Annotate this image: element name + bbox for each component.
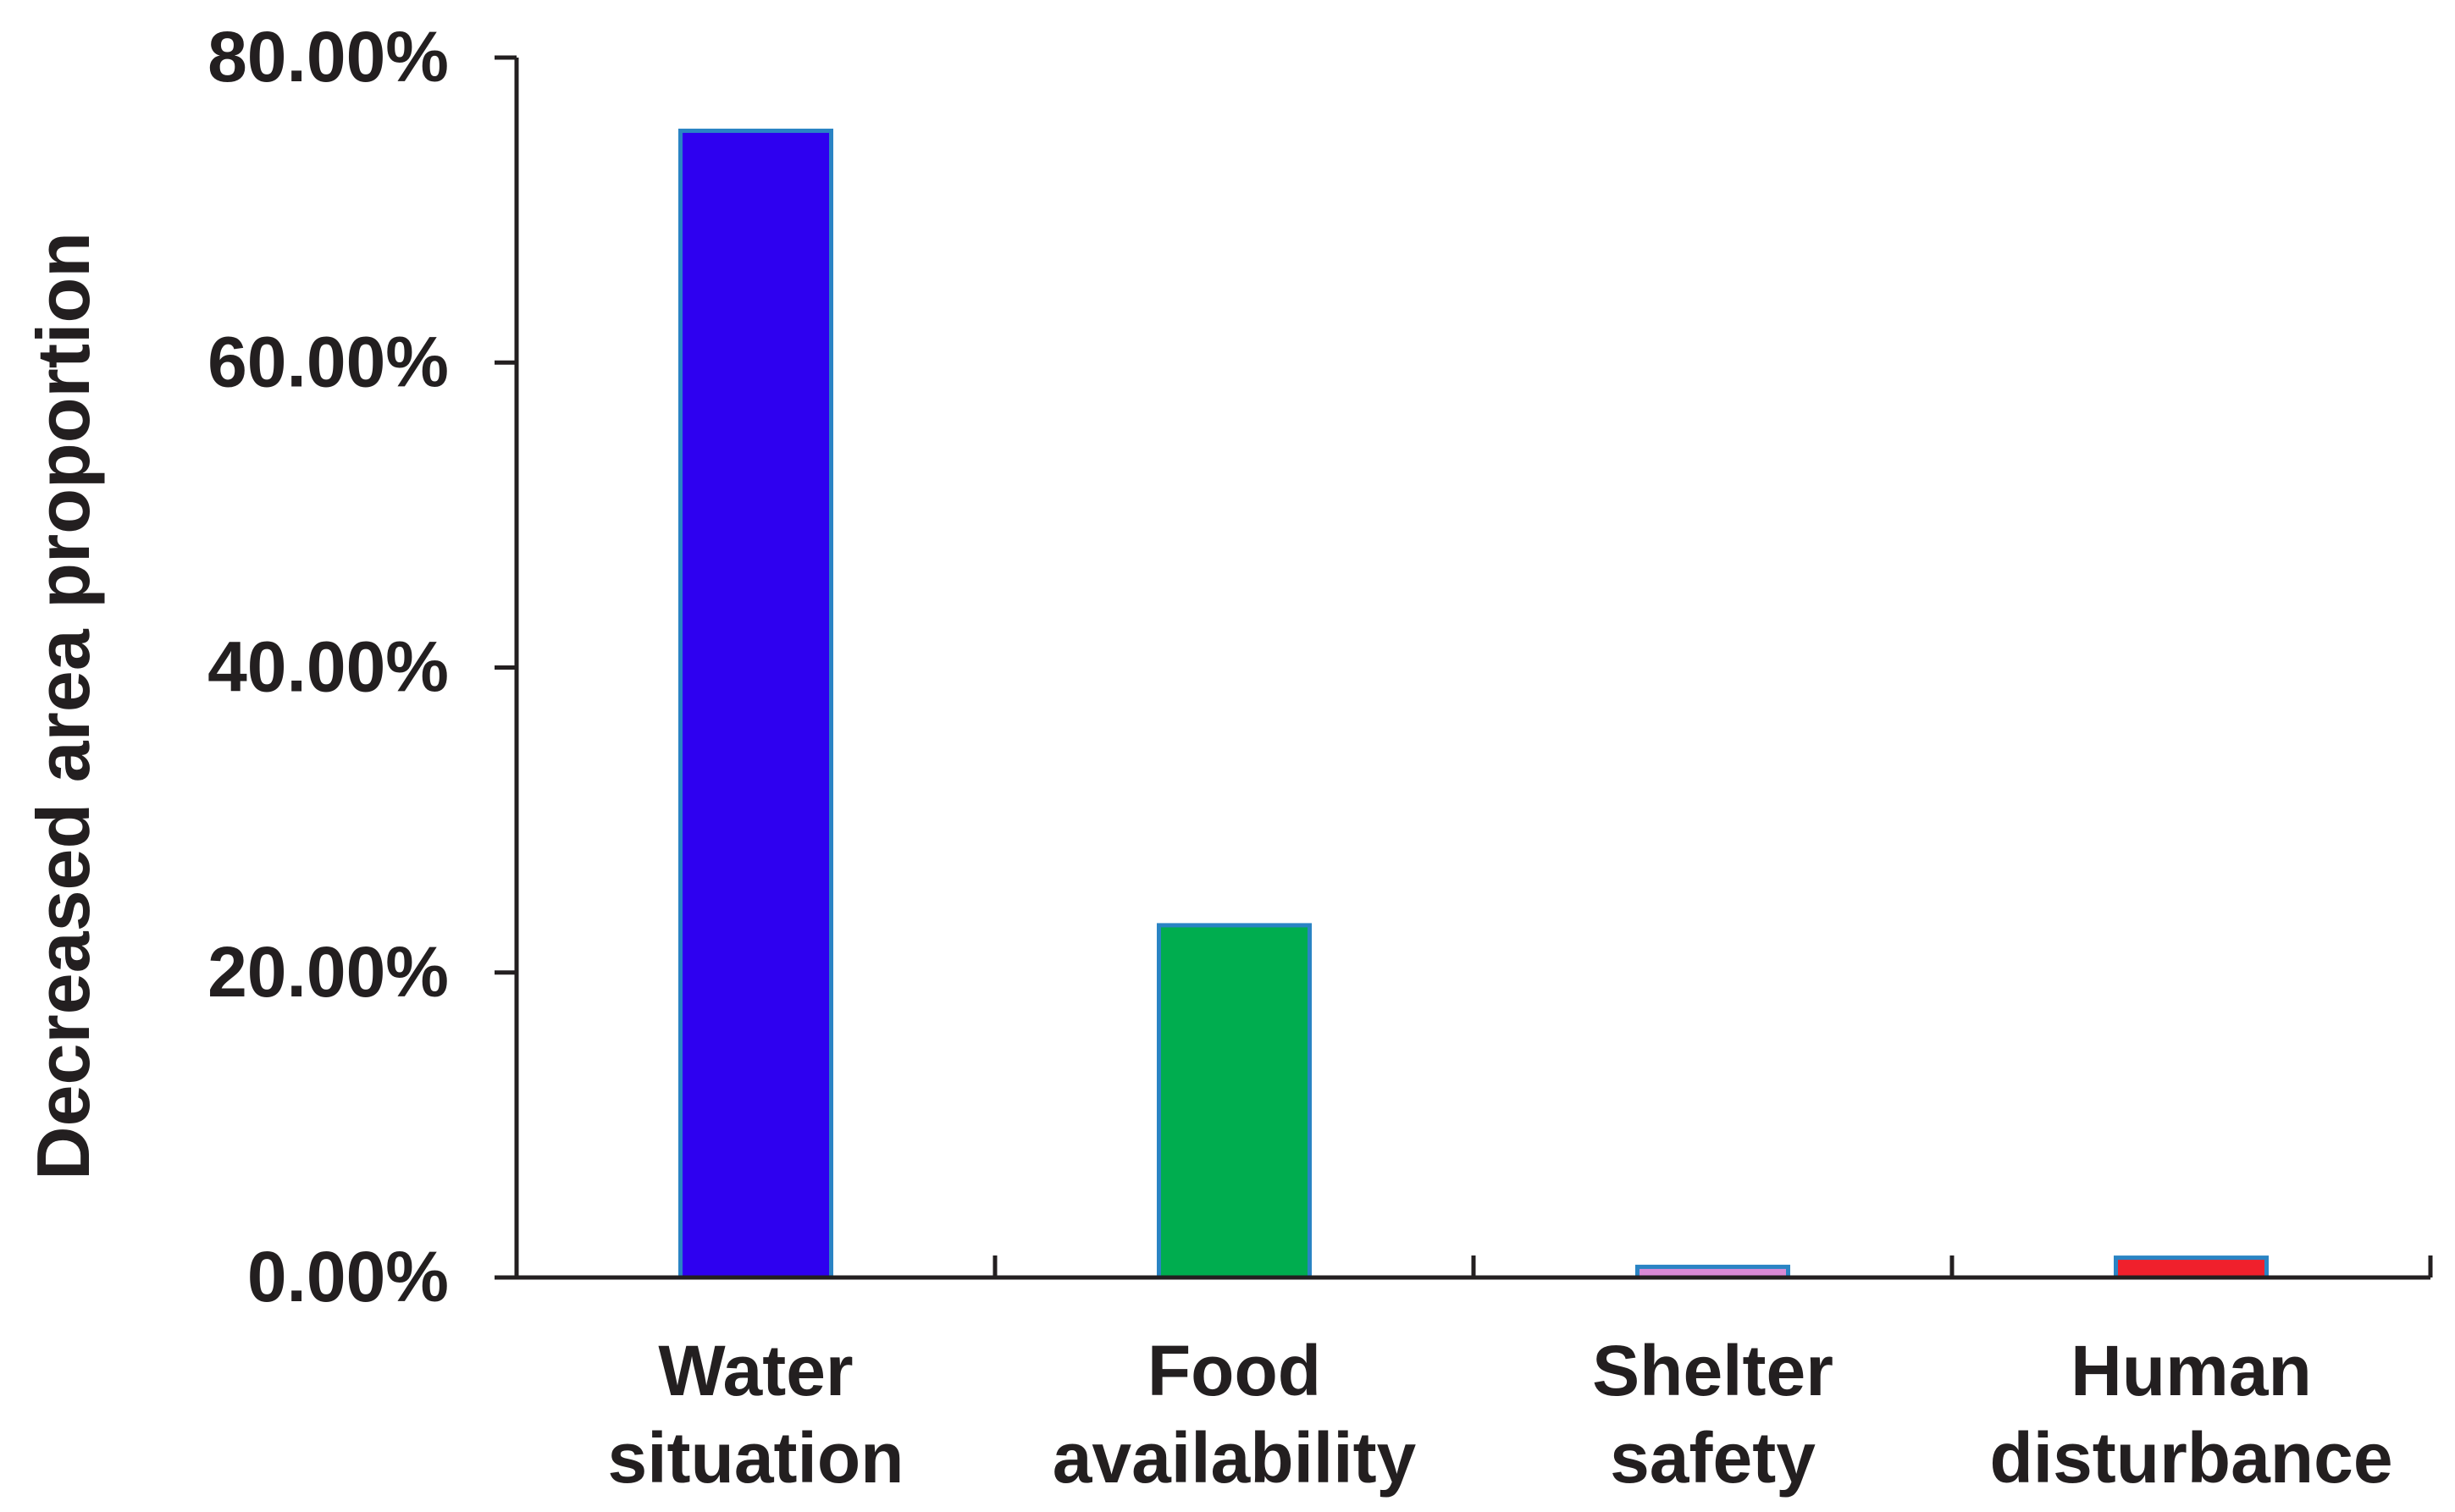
- y-tick-label: 60.00%: [207, 322, 449, 401]
- bar: [1157, 923, 1312, 1280]
- y-tick-label: 40.00%: [207, 627, 449, 707]
- y-tick-label: 0.00%: [247, 1237, 449, 1316]
- x-tick-label: situation: [608, 1418, 904, 1498]
- y-tick-label: 80.00%: [207, 17, 449, 97]
- x-tick-label: Human: [2071, 1331, 2312, 1410]
- x-tick-label: Food: [1147, 1331, 1321, 1410]
- bar: [678, 128, 833, 1280]
- x-tick-label: Water: [658, 1331, 853, 1410]
- y-tick-label: 20.00%: [207, 932, 449, 1012]
- x-tick-label: disturbance: [1989, 1418, 2392, 1498]
- x-tick-label: Shelter: [1592, 1331, 1833, 1410]
- x-tick-label: safety: [1610, 1418, 1816, 1498]
- bar: [2114, 1255, 2269, 1280]
- y-axis-label: Decreased area proportion: [21, 232, 105, 1180]
- x-tick-label: availability: [1053, 1418, 1417, 1498]
